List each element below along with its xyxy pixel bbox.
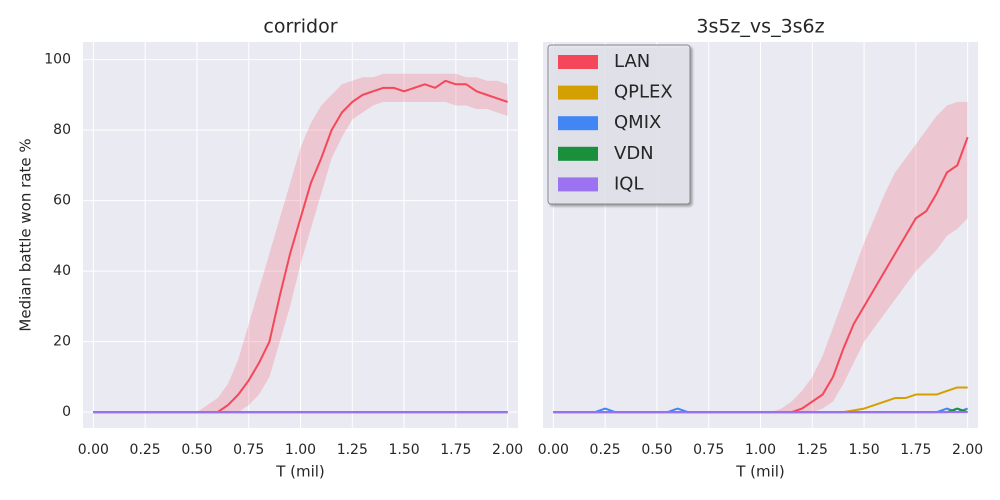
x-tick-label: 1.50	[388, 442, 419, 458]
x-tick-label: 0.50	[181, 442, 212, 458]
legend-swatch	[558, 116, 598, 131]
x-tick-label: 1.00	[745, 442, 776, 458]
x-tick-label: 0.25	[590, 442, 621, 458]
y-tick-label: 60	[53, 193, 71, 209]
y-tick-label: 0	[62, 404, 71, 420]
y-tick-label: 20	[53, 334, 71, 350]
legend: LAN QPLEX QMIX VDN IQL	[547, 44, 691, 205]
chart-title: 3s5z_vs_3s6z	[696, 16, 824, 38]
legend-label: QMIX	[614, 112, 661, 133]
legend-box	[547, 44, 691, 205]
x-tick-label: 1.50	[848, 442, 879, 458]
x-tick-label: 1.75	[440, 442, 471, 458]
x-tick-label: 0.75	[233, 442, 264, 458]
legend-label: QPLEX	[614, 82, 673, 103]
x-tick-label: 2.00	[492, 442, 523, 458]
legend-label: LAN	[614, 51, 650, 72]
x-tick-label: 1.25	[797, 442, 828, 458]
y-tick-label: 100	[44, 52, 71, 68]
legend-swatch	[558, 85, 598, 100]
x-tick-label: 1.25	[337, 442, 368, 458]
legend-swatch	[558, 146, 598, 161]
x-tick-label: 0.25	[130, 442, 161, 458]
y-axis-label: Median battle won rate %	[17, 138, 35, 331]
band	[553, 101, 968, 413]
x-tick-label: 0.00	[78, 442, 109, 458]
legend-swatch	[558, 177, 598, 192]
legend-swatch	[558, 55, 598, 69]
band	[93, 73, 508, 413]
x-tick-label: 0.75	[693, 442, 724, 458]
x-tick-label: 2.00	[952, 442, 983, 458]
legend-label: VDN	[614, 143, 654, 164]
x-axis-label: T (mil)	[275, 463, 325, 481]
y-tick-label: 80	[53, 122, 71, 138]
x-tick-label: 1.00	[285, 442, 316, 458]
x-tick-label: 1.75	[900, 442, 931, 458]
x-axis-label: T (mil)	[735, 463, 785, 481]
x-tick-label: 0.50	[641, 442, 672, 458]
y-tick-label: 40	[53, 263, 71, 279]
chart-title: corridor	[263, 16, 337, 38]
legend-label: IQL	[614, 173, 644, 194]
x-tick-label: 0.00	[538, 442, 569, 458]
